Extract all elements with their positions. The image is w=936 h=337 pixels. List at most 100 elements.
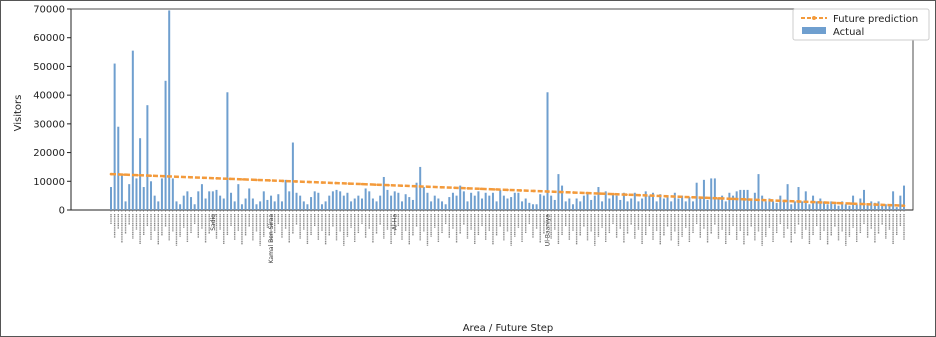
prediction-point	[730, 197, 734, 201]
prediction-point	[215, 177, 219, 180]
actual-bar	[884, 204, 887, 210]
actual-bar	[171, 178, 174, 210]
prediction-point	[559, 190, 562, 194]
prediction-point	[796, 200, 800, 203]
actual-bar	[459, 185, 462, 210]
actual-bar	[899, 195, 902, 210]
actual-bar	[582, 195, 585, 210]
prediction-point	[387, 183, 390, 187]
actual-bar	[801, 201, 804, 210]
prediction-point	[281, 179, 285, 183]
prediction-point	[770, 199, 774, 202]
actual-bar	[437, 198, 440, 210]
actual-bar	[339, 191, 342, 210]
actual-bar	[684, 201, 687, 210]
actual-bar	[517, 192, 520, 210]
prediction-point	[664, 194, 668, 198]
category-labels: Sadiq Kamal Ben Siraa Al-Ha Ul-Baaniya	[110, 210, 905, 264]
actual-bar	[826, 204, 829, 210]
actual-bar	[284, 179, 287, 210]
actual-bar	[444, 204, 447, 210]
prediction-point	[202, 176, 205, 180]
prediction-point	[506, 188, 509, 192]
actual-bar	[455, 195, 458, 210]
actual-bar	[739, 189, 742, 210]
actual-bar	[510, 197, 513, 210]
actual-bar	[157, 201, 160, 210]
prediction-point	[347, 182, 351, 185]
actual-bar	[219, 195, 222, 210]
actual-bar	[481, 198, 484, 210]
actual-bar	[659, 194, 662, 210]
actual-bar	[361, 198, 363, 210]
actual-bar	[713, 178, 716, 210]
prediction-point	[492, 188, 496, 191]
actual-bar	[190, 197, 193, 210]
actual-bar	[433, 195, 436, 210]
actual-bar	[215, 189, 218, 210]
prediction-line-group	[109, 172, 906, 207]
prediction-point	[334, 181, 337, 185]
actual-bar	[226, 92, 229, 210]
actual-bar	[415, 182, 418, 210]
prediction-point	[241, 178, 245, 181]
actual-bar	[590, 199, 593, 210]
actual-bar	[182, 195, 185, 210]
actual-bar	[364, 188, 367, 210]
category-label: Kamal Ben Siraa	[268, 214, 275, 264]
prediction-point	[783, 199, 787, 203]
actual-bar	[724, 201, 727, 210]
actual-bar	[757, 174, 760, 210]
actual-bar	[513, 192, 516, 210]
actual-bar	[117, 126, 120, 210]
y-tick-label: 0	[59, 206, 65, 217]
prediction-point	[545, 190, 549, 193]
actual-bar	[848, 205, 851, 210]
actual-bar	[379, 195, 382, 210]
actual-bar	[761, 195, 764, 210]
actual-bar	[615, 195, 618, 210]
prediction-point	[519, 189, 523, 192]
actual-bar	[375, 201, 378, 210]
actual-bar	[557, 174, 560, 210]
prediction-point	[902, 204, 906, 207]
prediction-point	[294, 180, 298, 183]
actual-bar	[302, 201, 305, 210]
actual-bar	[259, 201, 262, 210]
actual-bar	[644, 191, 647, 210]
actual-bar	[335, 189, 338, 210]
prediction-point	[175, 175, 179, 179]
actual-bar	[699, 198, 702, 210]
actual-bar	[870, 201, 873, 210]
prediction-point	[321, 181, 324, 184]
actual-bar	[324, 201, 327, 210]
actual-bar	[393, 191, 396, 210]
actual-bar	[408, 197, 411, 210]
actual-bar	[772, 201, 775, 210]
prediction-point	[678, 195, 681, 199]
actual-bar	[346, 192, 349, 210]
legend-actual-label: Actual	[833, 27, 864, 38]
prediction-point	[122, 173, 126, 176]
actual-bar	[873, 202, 876, 210]
actual-bar	[535, 204, 538, 210]
actual-bar	[251, 198, 254, 210]
actual-bar	[175, 201, 178, 210]
prediction-point	[268, 179, 271, 182]
y-tick-label: 50000	[33, 62, 65, 73]
actual-bar	[142, 187, 145, 210]
actual-bar	[146, 105, 149, 210]
prediction-point	[360, 182, 364, 186]
prediction-point	[479, 187, 483, 191]
actual-bar	[230, 192, 233, 210]
actual-bar	[390, 195, 393, 210]
actual-bar	[837, 205, 840, 210]
prediction-point	[876, 203, 879, 206]
actual-bar	[750, 199, 753, 210]
prediction-point	[717, 197, 721, 200]
actual-bar	[200, 184, 203, 210]
actual-bar	[579, 201, 582, 210]
actual-bar	[710, 178, 713, 210]
prediction-point	[374, 183, 377, 186]
actual-bar	[903, 185, 905, 210]
